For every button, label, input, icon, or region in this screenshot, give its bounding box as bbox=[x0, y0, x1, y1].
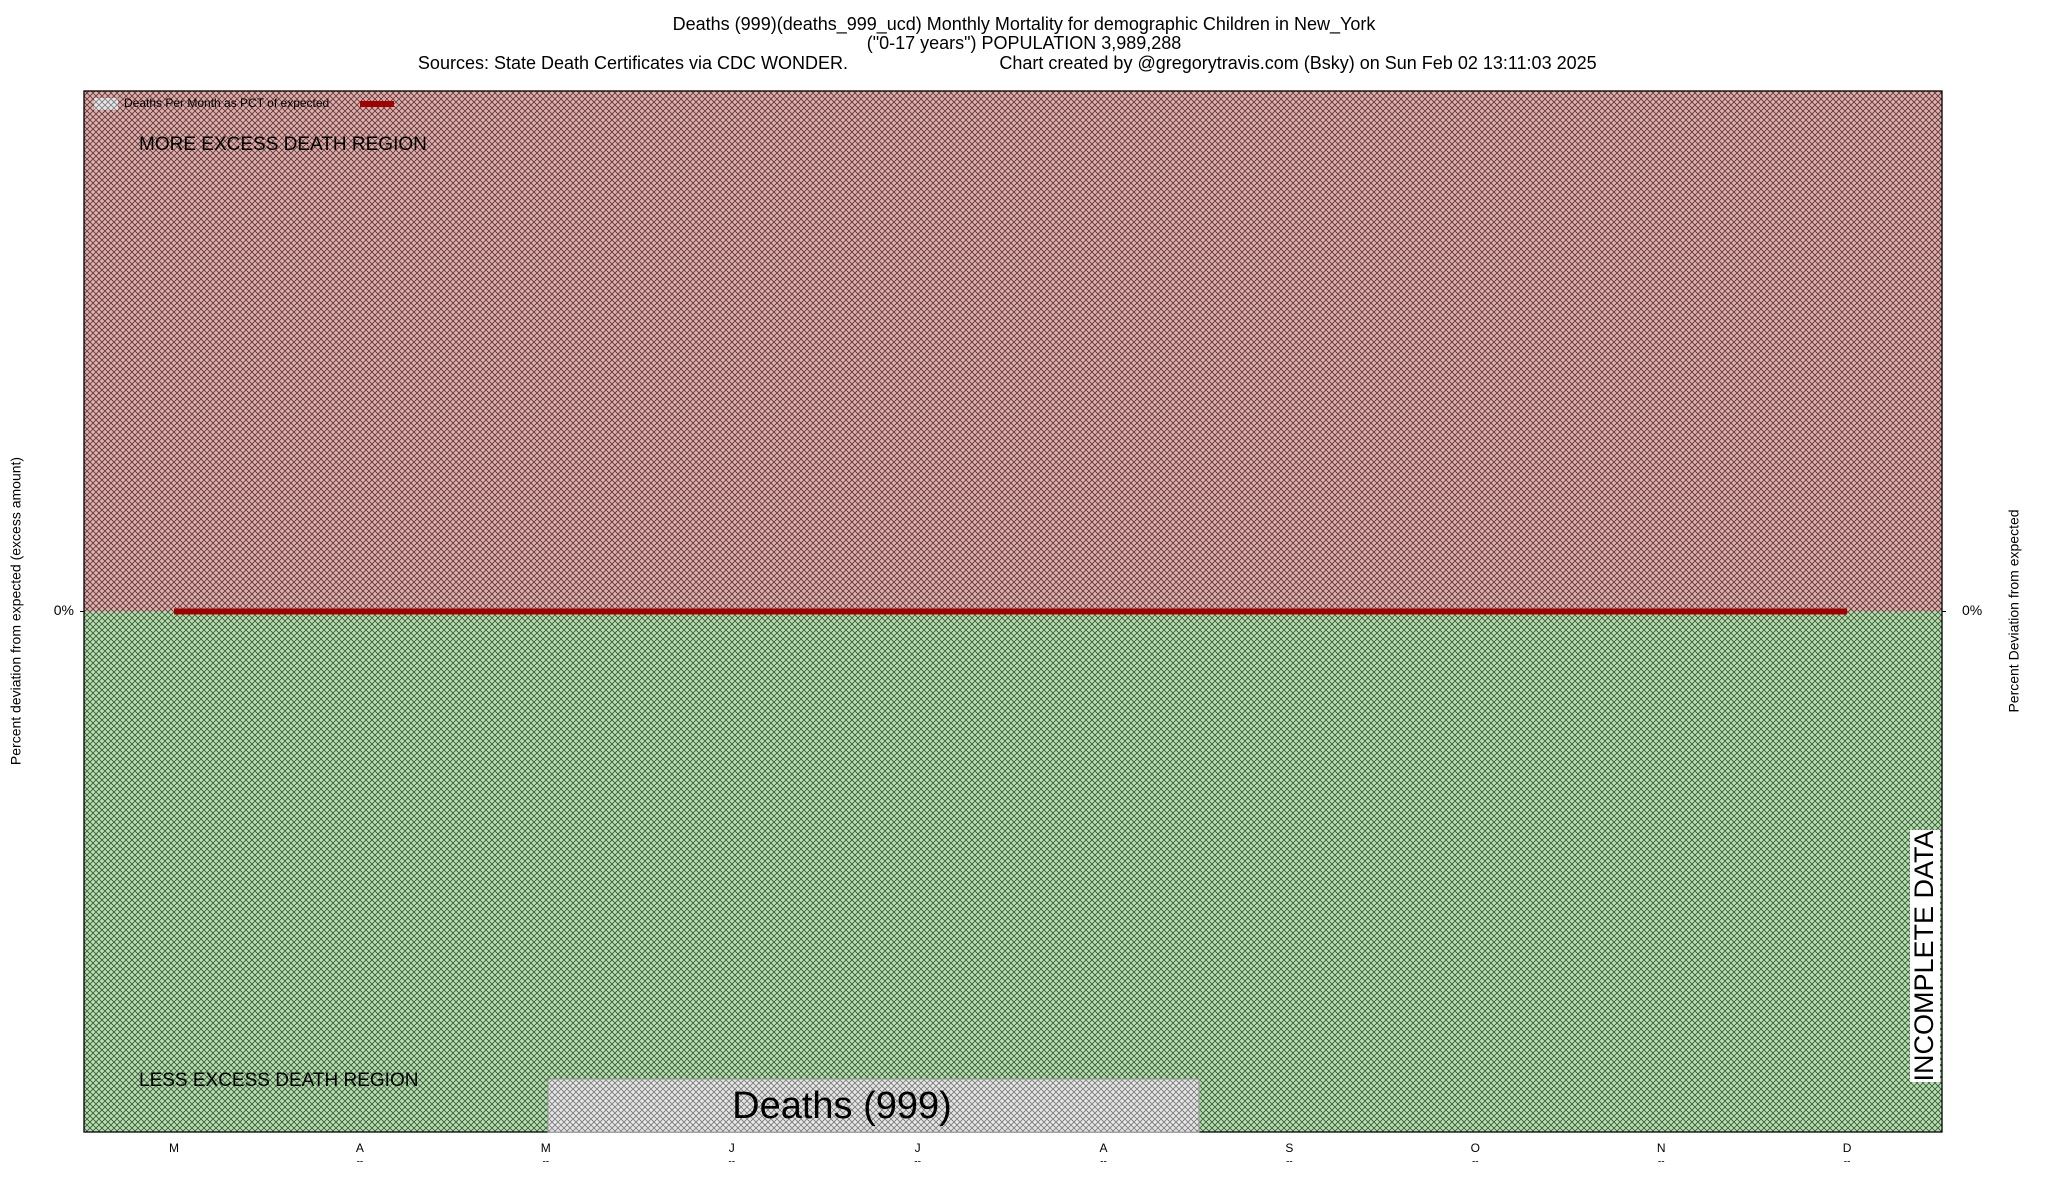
x-tick-label: J bbox=[729, 1141, 735, 1155]
annotation: INCOMPLETE DATA bbox=[1909, 830, 1939, 1081]
x-tick-label: J bbox=[915, 1141, 921, 1155]
annotation: LESS EXCESS DEATH REGION bbox=[139, 1070, 418, 1091]
legend-label: Deaths Per Month as PCT of expected bbox=[124, 96, 329, 110]
legend-swatch bbox=[94, 98, 118, 110]
y2-tick-label: 0% bbox=[1962, 602, 1982, 618]
annotation: MORE EXCESS DEATH REGION bbox=[139, 134, 427, 155]
x-tick-sublabel: -- bbox=[728, 1157, 735, 1168]
annotation: Deaths (999) bbox=[732, 1085, 952, 1127]
x-tick-sublabel: -- bbox=[1100, 1157, 1107, 1168]
chart-title: Deaths (999)(deaths_999_ucd) Monthly Mor… bbox=[673, 14, 1377, 35]
x-tick-sublabel: -- bbox=[914, 1157, 921, 1168]
excess-region bbox=[84, 91, 1942, 612]
annotation-box bbox=[547, 1078, 1200, 1133]
x-tick-sublabel: -- bbox=[357, 1157, 364, 1168]
x-tick-sublabel: -- bbox=[1286, 1157, 1293, 1168]
y-axis-label: Percent deviation from expected (excess … bbox=[8, 457, 24, 765]
annotation-box bbox=[1910, 830, 1940, 1082]
y2-axis-label: Percent Deviation from expected bbox=[2006, 509, 2022, 712]
x-tick-label: N bbox=[1657, 1141, 1666, 1155]
x-tick-sublabel: -- bbox=[1472, 1157, 1479, 1168]
x-tick-sublabel: -- bbox=[1844, 1157, 1851, 1168]
chart-subtitle: ("0-17 years") POPULATION 3,989,288 bbox=[867, 33, 1182, 53]
deficit-region bbox=[84, 611, 1942, 1132]
x-tick-sublabel: -- bbox=[542, 1157, 549, 1168]
x-tick-label: M bbox=[541, 1141, 551, 1155]
x-tick-label: A bbox=[1099, 1141, 1107, 1155]
source: Sources: State Death Certificates via CD… bbox=[418, 53, 848, 73]
x-tick-label: A bbox=[356, 1141, 364, 1155]
x-tick-label: M bbox=[169, 1141, 179, 1155]
x-tick-label: S bbox=[1285, 1141, 1293, 1155]
credit: Chart created by @gregorytravis.com (Bsk… bbox=[999, 53, 1596, 73]
x-tick-label: O bbox=[1471, 1141, 1480, 1155]
y-tick-label: 0% bbox=[54, 602, 74, 618]
x-tick-label: D bbox=[1843, 1141, 1852, 1155]
x-tick-sublabel: -- bbox=[1658, 1157, 1665, 1168]
